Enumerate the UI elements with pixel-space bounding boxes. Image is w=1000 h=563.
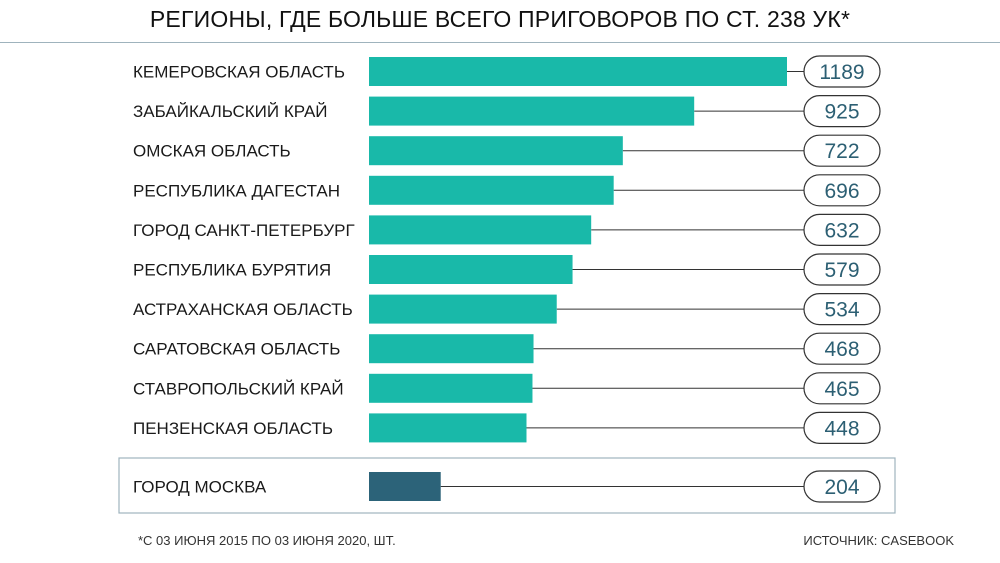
value-label-0: 1189 bbox=[819, 61, 864, 84]
bar-3 bbox=[369, 175, 614, 205]
highlight-category-label: ГОРОД МОСКВА bbox=[133, 478, 267, 497]
value-label-4: 632 bbox=[824, 219, 859, 242]
category-label-2: ОМСКАЯ ОБЛАСТЬ bbox=[133, 142, 291, 161]
category-label-3: РЕСПУБЛИКА ДАГЕСТАН bbox=[133, 181, 340, 200]
value-label-5: 579 bbox=[824, 259, 859, 282]
highlight-box bbox=[118, 457, 896, 514]
value-pill-0 bbox=[803, 55, 881, 88]
value-label-1: 925 bbox=[824, 101, 859, 124]
value-pill-6 bbox=[803, 293, 881, 326]
bar-8 bbox=[369, 373, 533, 403]
value-pill-2 bbox=[803, 134, 881, 167]
value-pill-1 bbox=[803, 94, 881, 128]
title-divider bbox=[0, 42, 1000, 43]
category-label-5: РЕСПУБЛИКА БУРЯТИЯ bbox=[133, 261, 331, 280]
bar-7 bbox=[369, 334, 534, 364]
bar-1 bbox=[369, 96, 695, 126]
value-label-2: 722 bbox=[824, 140, 859, 163]
bar-9 bbox=[369, 413, 527, 443]
value-pill-7 bbox=[803, 332, 881, 365]
value-pill-5 bbox=[803, 253, 881, 286]
value-label-6: 534 bbox=[824, 299, 859, 322]
category-label-8: СТАВРОПОЛЬСКИЙ КРАЙ bbox=[133, 379, 344, 398]
highlight-value-pill bbox=[803, 470, 881, 503]
value-pill-9 bbox=[803, 411, 881, 444]
category-label-1: ЗАБАЙКАЛЬСКИЙ КРАЙ bbox=[133, 102, 328, 121]
bar-6 bbox=[369, 294, 557, 324]
chart-title: РЕГИОНЫ, ГДЕ БОЛЬШЕ ВСЕГО ПРИГОВОРОВ ПО … bbox=[149, 6, 851, 32]
value-label-7: 468 bbox=[824, 338, 859, 361]
value-label-3: 696 bbox=[824, 180, 859, 203]
highlight-bar bbox=[369, 472, 441, 501]
value-label-8: 465 bbox=[824, 378, 859, 401]
bar-0 bbox=[369, 57, 787, 86]
category-label-0: КЕМЕРОВСКАЯ ОБЛАСТЬ bbox=[133, 63, 345, 82]
category-label-9: ПЕНЗЕНСКАЯ ОБЛАСТЬ bbox=[133, 419, 333, 438]
category-label-4: ГОРОД САНКТ-ПЕТЕРБУРГ bbox=[133, 221, 355, 240]
category-label-7: САРАТОВСКАЯ ОБЛАСТЬ bbox=[133, 340, 340, 359]
source-note: ИСТОЧНИК: CASEBOOK bbox=[803, 533, 954, 548]
highlight-value-label: 204 bbox=[824, 476, 859, 499]
bar-5 bbox=[369, 255, 573, 284]
footnote: *С 03 ИЮНЯ 2015 ПО 03 ИЮНЯ 2020, ШТ. bbox=[138, 533, 396, 548]
value-pill-3 bbox=[803, 174, 881, 207]
bar-4 bbox=[369, 215, 592, 245]
value-label-9: 448 bbox=[824, 417, 859, 440]
category-label-6: АСТРАХАНСКАЯ ОБЛАСТЬ bbox=[133, 300, 353, 319]
value-pill-4 bbox=[803, 213, 881, 246]
bar-2 bbox=[369, 136, 623, 166]
value-pill-8 bbox=[803, 372, 881, 405]
